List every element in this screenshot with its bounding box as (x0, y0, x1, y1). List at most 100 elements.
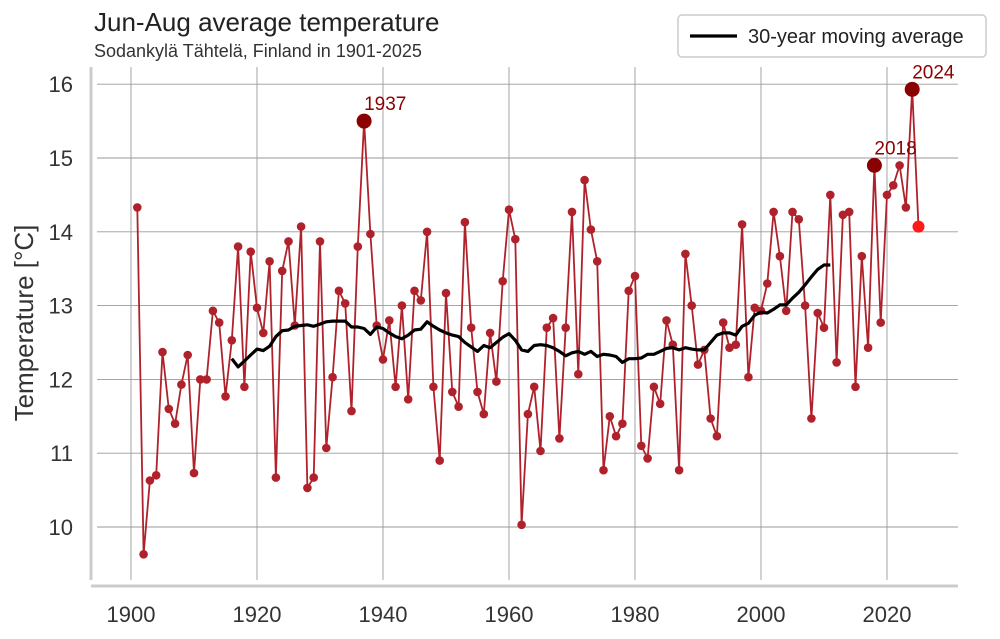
y-tick-label-16: 16 (49, 72, 73, 97)
data-point-1972 (580, 175, 589, 185)
data-point-1943 (397, 301, 407, 310)
data-point-1981 (637, 441, 646, 451)
data-point-1916 (227, 336, 237, 345)
data-point-2001 (763, 279, 772, 288)
x-tick-label-1920: 1920 (233, 602, 282, 627)
data-point-1936 (353, 242, 363, 251)
data-point-1958 (492, 377, 501, 386)
data-point-2004 (781, 306, 791, 316)
data-point-1977 (611, 431, 621, 441)
data-point-1901 (133, 203, 142, 212)
highlight-point-2018 (866, 157, 882, 173)
data-point-2019 (876, 318, 885, 327)
annotation-2018: 2018 (874, 138, 916, 159)
data-point-2011 (826, 190, 835, 200)
y-tick-label-11: 11 (50, 441, 73, 466)
data-point-1912 (202, 375, 211, 384)
data-point-1994 (718, 318, 728, 327)
data-point-1954 (466, 323, 476, 333)
data-point-1914 (214, 318, 224, 327)
data-point-1942 (391, 382, 400, 392)
data-point-1948 (429, 382, 438, 392)
data-point-1947 (422, 227, 432, 237)
data-point-1921 (259, 328, 268, 338)
data-point-1922 (265, 257, 274, 266)
y-tick-label-10: 10 (49, 515, 73, 540)
x-tick-label-1980: 1980 (611, 602, 660, 627)
data-point-1920 (252, 303, 262, 313)
data-point-1993 (712, 431, 722, 441)
data-point-1924 (277, 266, 287, 276)
data-point-1978 (618, 419, 627, 429)
data-point-1971 (574, 369, 583, 379)
data-point-1961 (511, 234, 520, 244)
data-point-1966 (542, 323, 552, 333)
data-point-1905 (158, 347, 167, 357)
data-point-1969 (561, 323, 570, 333)
y-tick-label-14: 14 (49, 220, 73, 245)
data-point-1984 (655, 399, 665, 409)
data-point-1968 (555, 434, 564, 443)
data-point-1917 (233, 242, 243, 251)
data-point-2006 (794, 215, 804, 224)
data-point-1904 (151, 471, 161, 480)
data-point-1945 (410, 286, 419, 296)
data-point-1951 (448, 387, 457, 397)
data-point-1933 (334, 286, 344, 296)
x-tick-label-1960: 1960 (485, 602, 534, 627)
x-tick-label-1940: 1940 (359, 602, 408, 627)
data-point-1944 (403, 395, 413, 404)
data-point-1973 (586, 225, 596, 234)
data-point-2022 (895, 161, 904, 170)
x-tick-label-2000: 2000 (737, 602, 786, 627)
temperature-series-line (136, 89, 920, 555)
data-point-2023 (901, 203, 911, 212)
data-point-1990 (693, 360, 703, 369)
data-point-2010 (819, 323, 829, 333)
data-point-1928 (303, 483, 312, 493)
data-point-1959 (498, 276, 508, 286)
data-point-1941 (385, 316, 394, 325)
data-point-1962 (517, 520, 526, 530)
data-point-1913 (208, 306, 218, 316)
data-point-1938 (366, 229, 375, 239)
data-point-1929 (309, 473, 319, 482)
data-point-1952 (454, 402, 463, 412)
data-point-1996 (731, 340, 741, 350)
data-point-1950 (441, 288, 451, 298)
data-point-1957 (485, 328, 495, 338)
data-point-1909 (183, 350, 192, 360)
data-point-1907 (170, 419, 180, 429)
data-point-1915 (221, 392, 230, 401)
annotation-2024: 2024 (912, 62, 955, 83)
data-point-2012 (832, 358, 841, 367)
data-point-1931 (322, 443, 331, 453)
legend-box (677, 14, 987, 58)
data-point-1975 (599, 465, 608, 475)
data-point-1934 (340, 299, 350, 308)
data-point-1987 (674, 465, 684, 475)
data-point-2016 (857, 251, 867, 261)
data-point-1960 (504, 205, 514, 214)
data-point-1908 (177, 380, 186, 389)
data-point-1930 (315, 237, 325, 246)
chart-subtitle: Sodankylä Tähtelä, Finland in 1901-2025 (94, 41, 422, 61)
y-tick-label-12: 12 (49, 367, 73, 392)
data-point-2005 (788, 207, 797, 217)
data-point-1955 (473, 387, 482, 397)
data-point-1970 (567, 207, 577, 217)
data-point-2021 (889, 181, 898, 190)
data-point-1979 (624, 286, 633, 296)
data-point-1932 (328, 372, 337, 382)
data-point-2003 (775, 251, 785, 261)
tick-labels: 1900 1920 1940 1960 1980 2000 2020 10 11 12 13 14 15… (49, 72, 912, 627)
data-point-2020 (882, 190, 892, 200)
latest-point-2025 (912, 220, 925, 233)
data-point-1919 (246, 247, 255, 256)
x-tick-label-1900: 1900 (107, 602, 156, 627)
data-point-1906 (164, 404, 174, 414)
data-point-1998 (744, 372, 753, 382)
grid-lines (97, 67, 958, 580)
moving-average-line (230, 263, 831, 369)
